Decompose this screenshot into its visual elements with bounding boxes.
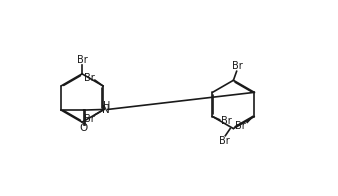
- Text: Br: Br: [84, 73, 95, 83]
- Text: Br: Br: [219, 136, 230, 146]
- Text: Br: Br: [84, 114, 95, 124]
- Text: O: O: [79, 123, 88, 133]
- Text: Br: Br: [221, 116, 232, 126]
- Text: Br: Br: [77, 55, 88, 65]
- Text: Br: Br: [236, 121, 246, 131]
- Text: H: H: [102, 101, 110, 111]
- Text: N: N: [102, 105, 110, 115]
- Text: Br: Br: [232, 61, 243, 71]
